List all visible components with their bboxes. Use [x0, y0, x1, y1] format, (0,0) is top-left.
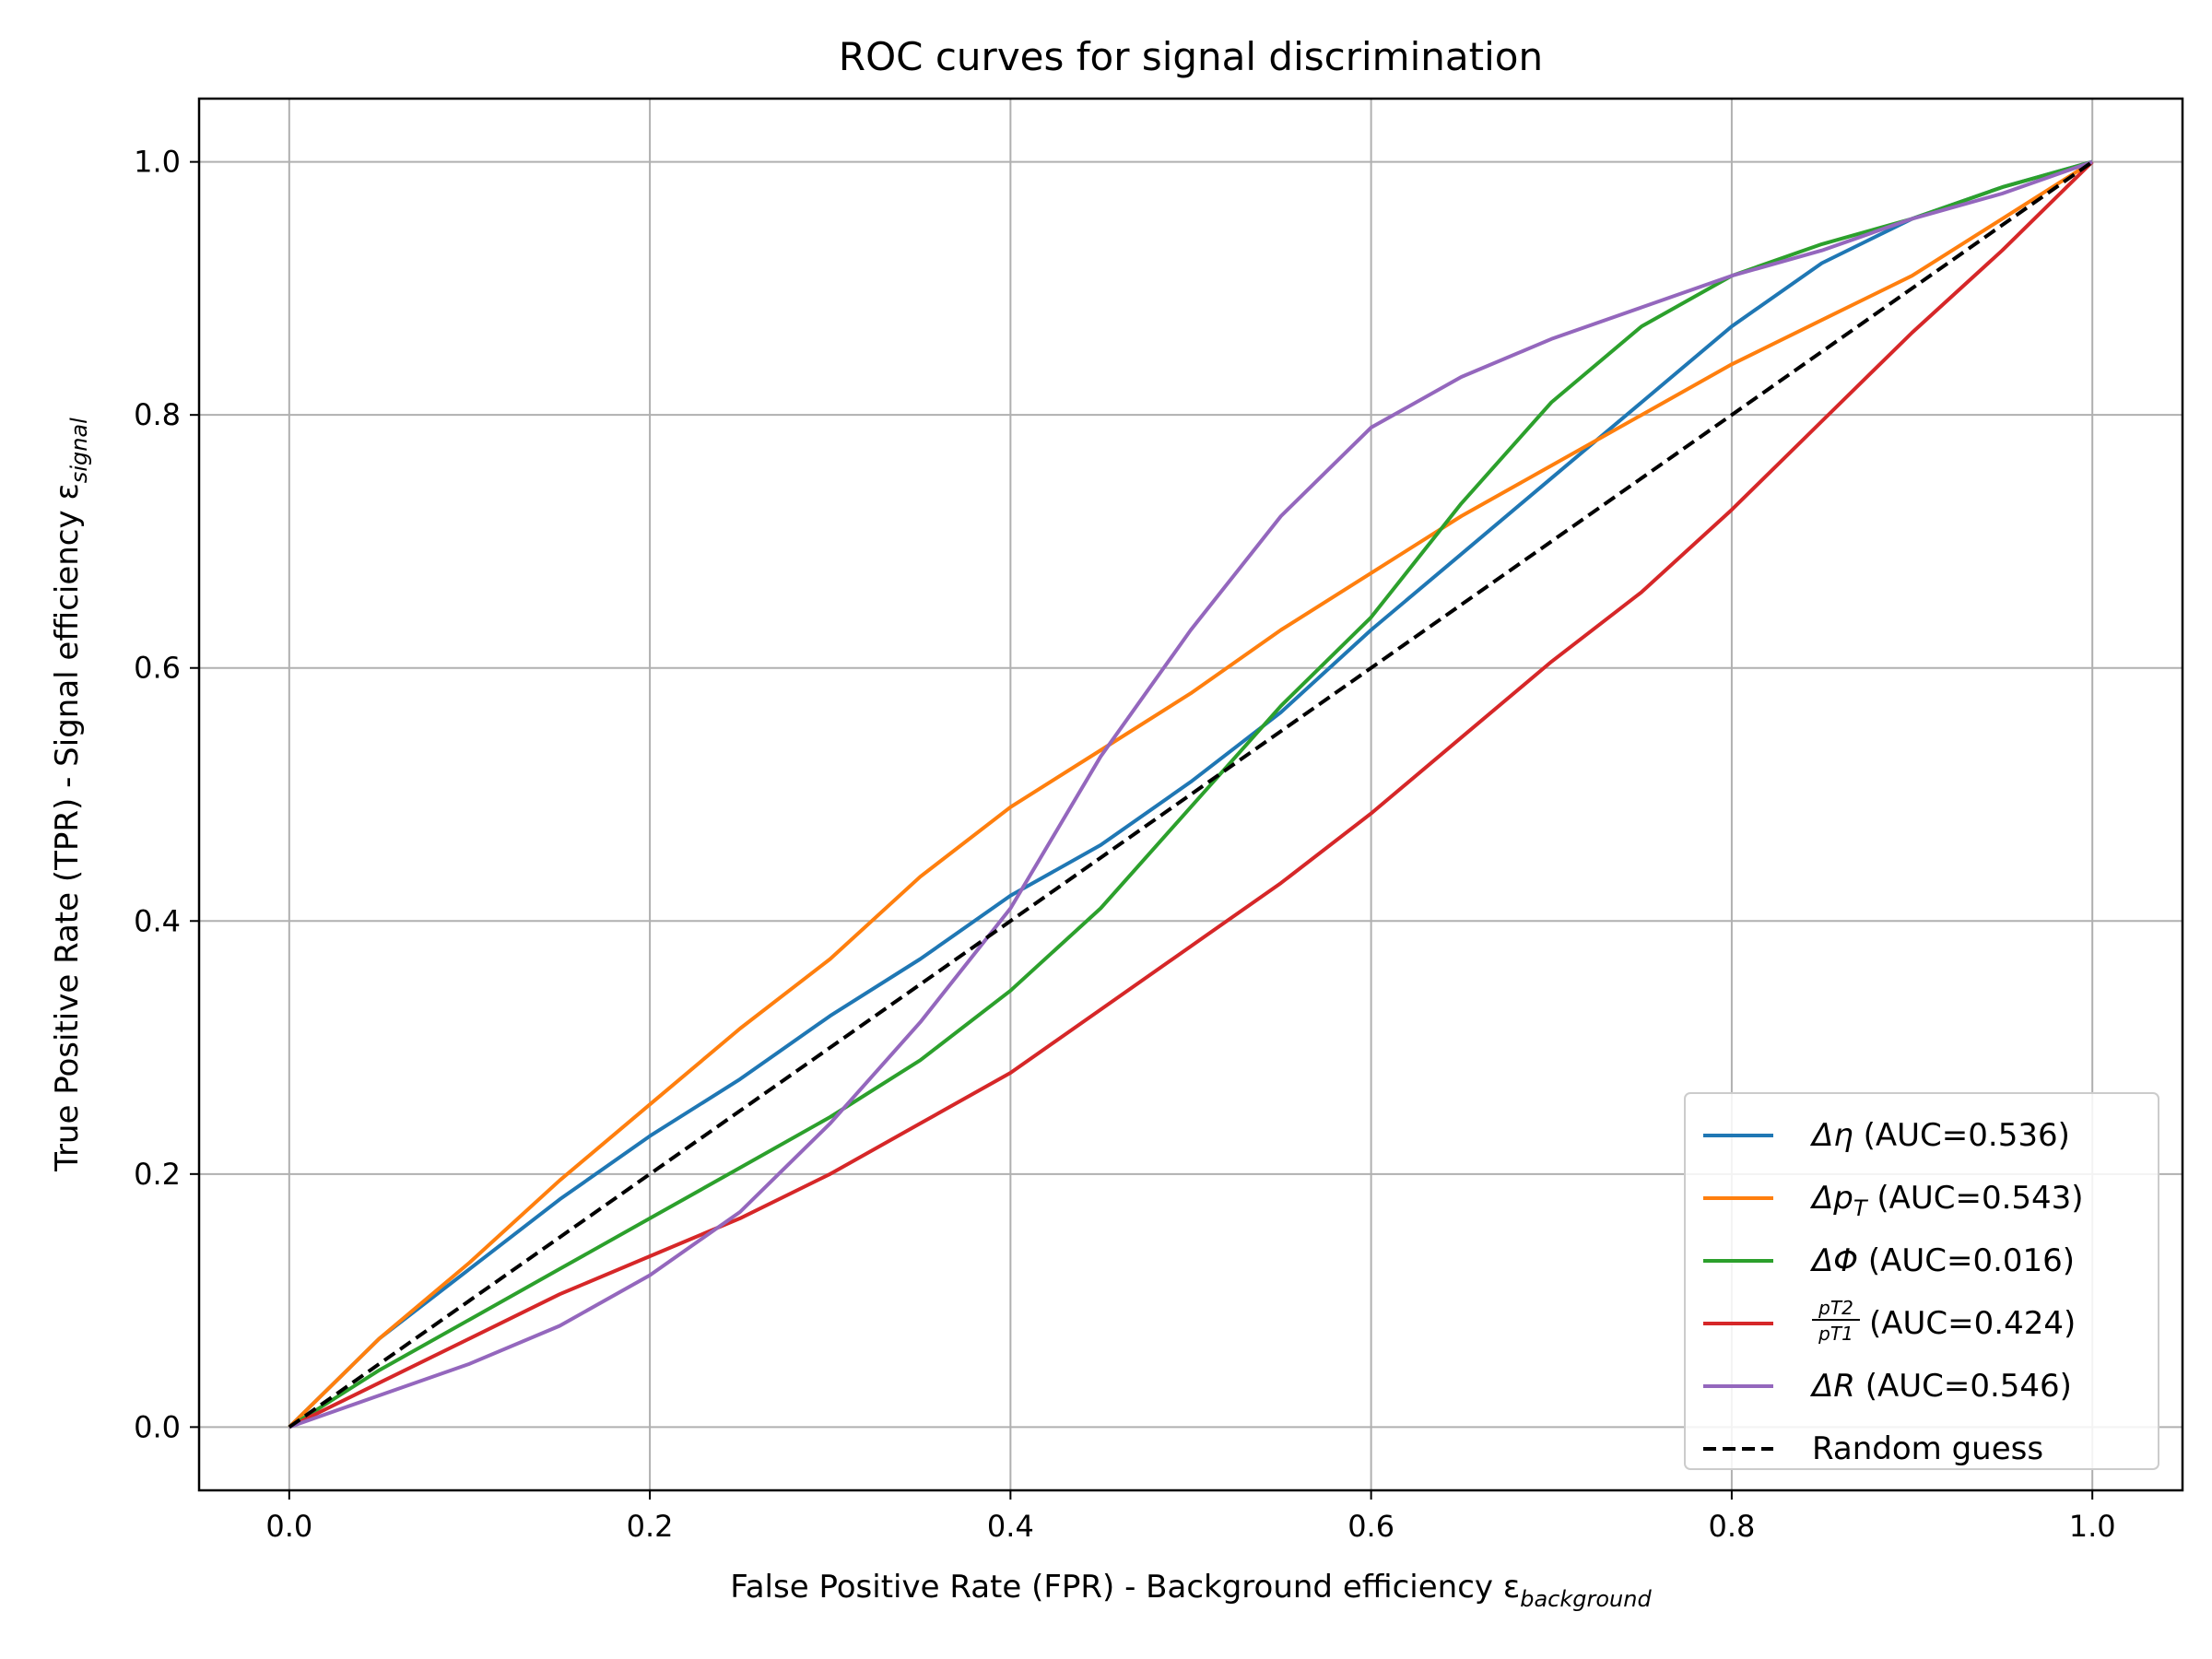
series-line-2 — [288, 159, 2093, 1430]
series-lines — [288, 159, 2094, 1430]
legend-symbol-1: Δp — [1809, 1180, 1853, 1217]
y-tick-label: 1.0 — [134, 145, 181, 180]
legend-label-5: Random guess — [1812, 1430, 2043, 1467]
grid — [199, 99, 2183, 1490]
legend-label-0: Δη (AUC=0.536) — [1809, 1117, 2070, 1154]
x-tick-label: 0.0 — [265, 1509, 312, 1544]
legend-frac-numerator: pT2 — [1818, 1297, 1853, 1319]
legend-entries: Δη (AUC=0.536)ΔpT (AUC=0.543)ΔΦ (AUC=0.0… — [1703, 1117, 2084, 1467]
y-tick-label: 0.0 — [134, 1409, 181, 1444]
x-tick-label: 0.6 — [1347, 1509, 1394, 1544]
legend-frac-denominator: pT1 — [1818, 1323, 1853, 1345]
y-tick-label: 0.6 — [134, 651, 181, 686]
legend-label-3: (AUC=0.424) — [1869, 1305, 2076, 1342]
legend-symbol-0: Δη — [1809, 1117, 1853, 1154]
legend-auc-1: (AUC=0.543) — [1867, 1180, 2084, 1217]
series-line-3 — [288, 160, 2094, 1430]
x-axis-label-sub: background — [1520, 1586, 1652, 1612]
legend-symbol-sub-1: T — [1853, 1195, 1869, 1221]
y-tick-label: 0.4 — [134, 903, 181, 938]
legend-box — [1684, 1092, 2159, 1470]
ticks: 0.0 0.2 0.4 0.6 0.8 1.0 0.0 0.2 0.4 0.6 0.8 1.0 — [134, 145, 2116, 1544]
x-tick-label: 0.2 — [627, 1509, 674, 1544]
legend: Δη (AUC=0.536)ΔpT (AUC=0.543)ΔΦ (AUC=0.0… — [1684, 1092, 2159, 1470]
legend-auc-0: (AUC=0.536) — [1853, 1117, 2070, 1154]
chart-title: ROC curves for signal discrimination — [839, 34, 1543, 79]
y-axis-label-main: True Positive Rate (TPR) - Signal effici… — [49, 483, 86, 1172]
y-axis-label: True Positive Rate (TPR) - Signal effici… — [49, 418, 92, 1172]
plot-frame — [197, 97, 2184, 1492]
legend-symbol-4: ΔR — [1809, 1368, 1855, 1405]
y-tick-label: 0.8 — [134, 397, 181, 432]
x-axis-label-main: False Positive Rate (FPR) - Background e… — [730, 1569, 1520, 1606]
x-tick-label: 0.4 — [987, 1509, 1034, 1544]
y-tick-label: 0.2 — [134, 1157, 181, 1192]
x-tick-label: 0.8 — [1708, 1509, 1755, 1544]
legend-label-1: ΔpT (AUC=0.543) — [1809, 1180, 2084, 1221]
series-line-4 — [288, 159, 2093, 1430]
y-axis-label-sub: signal — [66, 418, 92, 483]
series-line-1 — [288, 159, 2094, 1429]
series-line-0 — [288, 159, 2093, 1429]
legend-label-4: ΔR (AUC=0.546) — [1809, 1368, 2072, 1405]
legend-symbol-2: ΔΦ — [1809, 1242, 1858, 1279]
legend-auc-4: (AUC=0.546) — [1855, 1368, 2072, 1405]
x-axis-label: False Positive Rate (FPR) - Background e… — [730, 1569, 1652, 1612]
legend-label-2: ΔΦ (AUC=0.016) — [1809, 1242, 2075, 1279]
x-tick-label: 1.0 — [2069, 1509, 2116, 1544]
legend-auc-2: (AUC=0.016) — [1858, 1242, 2075, 1279]
